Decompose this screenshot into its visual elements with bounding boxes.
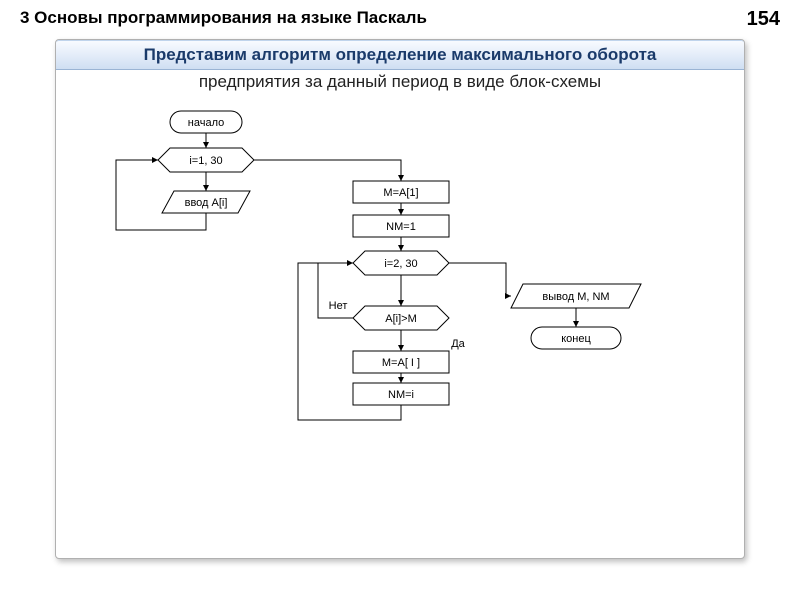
flow-node-label-loop1: i=1, 30 (189, 155, 222, 167)
flow-node-label-m_ai: M=A[ I ] (382, 357, 420, 369)
chapter-title: 3 Основы программирования на языке Паска… (20, 8, 427, 31)
flow-node-label-loop2: i=2, 30 (384, 258, 417, 270)
flow-node-label-input: ввод A[i] (185, 197, 228, 209)
flow-node-label-output: вывод M, NM (542, 291, 609, 303)
flowchart-canvas: начало i=1, 30 ввод A[i] M=A[1] NM=1 i=2, 30 A… (56, 100, 744, 560)
flow-label: Да (451, 338, 465, 350)
flow-node-label-start: начало (188, 117, 224, 129)
page-number: 154 (747, 8, 780, 31)
panel-subtitle: предприятия за данный период в виде блок… (56, 70, 744, 98)
panel-title: Представим алгоритм определение максимал… (56, 40, 744, 70)
flow-edge (449, 263, 511, 296)
flow-label: Нет (329, 300, 348, 312)
flow-node-label-nm1: NM=1 (386, 221, 416, 233)
slide-panel: Представим алгоритм определение максимал… (55, 39, 745, 559)
flow-node-label-m_a1: M=A[1] (383, 187, 418, 199)
flow-node-label-cond: A[i]>M (385, 313, 416, 325)
flow-edge (254, 160, 401, 181)
flow-node-label-end: конец (561, 333, 591, 345)
flow-node-label-nm_i: NM=i (388, 389, 414, 401)
